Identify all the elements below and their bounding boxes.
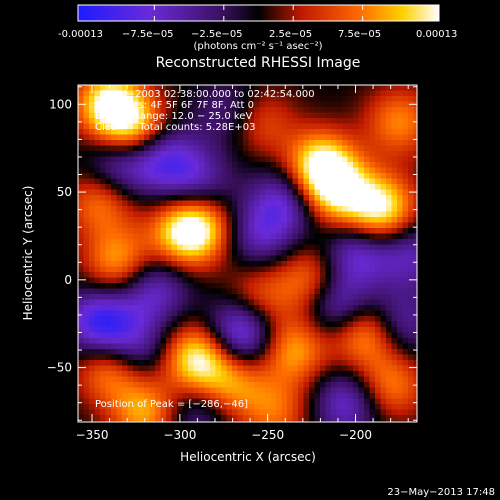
y-tick-label: −50 [47, 361, 72, 375]
plot-frame [77, 84, 418, 423]
footer-timestamp: 23−May−2013 17:48 [387, 487, 495, 498]
annotation-clean: Clean Total counts: 5.28E+03 [95, 122, 255, 133]
colorbar-tick-label-2: −2.5e−05 [191, 29, 243, 40]
colorbar-ticks [77, 5, 440, 21]
y-tick-label: 100 [49, 97, 72, 111]
annotation-energy-range: Energy Range: 12.0 − 25.0 keV [95, 111, 252, 122]
colorbar-tick-label-3: 2.5e−05 [269, 29, 312, 40]
colorbar-unit-label: (photons cm⁻² s⁻¹ asec⁻²) [193, 41, 322, 52]
annotation-detectors: Detectors: 4F 5F 6F 7F 8F, Att 0 [95, 100, 254, 111]
colorbar [77, 4, 440, 22]
colorbar-tick-label-0: -0.00013 [58, 29, 103, 40]
colorbar-tick-label-5: 0.00013 [416, 29, 457, 40]
annotation-peak-position: Position of Peak = [−286,−46] [95, 399, 248, 410]
axes: −350 −300 −250 −200 −50 0 50 100 [47, 85, 417, 442]
y-axis-label: Heliocentric Y (arcsec) [21, 186, 35, 321]
colorbar-tick-label-1: −7.5e−05 [122, 29, 174, 40]
chart-title: Reconstructed RHESSI Image [156, 55, 361, 71]
x-tick-label: −300 [163, 428, 196, 442]
annotation-time-range: 6−Jul−2003 02:38:00.000 to 02:42:54.000 [100, 89, 315, 100]
x-tick-label: −250 [251, 428, 284, 442]
x-axis-label: Heliocentric X (arcsec) [180, 450, 316, 464]
x-tick-label: −200 [339, 428, 372, 442]
colorbar-tick-label-4: 7.5e−05 [338, 29, 381, 40]
heatmap-image [78, 85, 417, 422]
x-tick-label: −350 [76, 428, 109, 442]
y-tick-label: 0 [64, 273, 72, 287]
y-tick-label: 50 [57, 185, 72, 199]
